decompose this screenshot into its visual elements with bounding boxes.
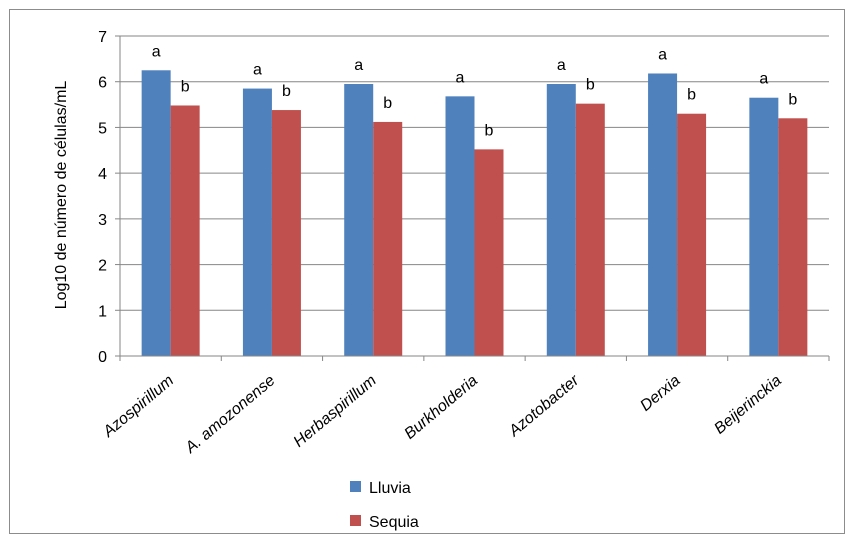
x-category-label: Derxia [637, 372, 683, 415]
significance-label: a [557, 57, 566, 74]
significance-label: a [456, 69, 465, 86]
y-tick-label: 7 [98, 29, 107, 46]
significance-label: b [586, 77, 595, 94]
bar-lluvia [546, 84, 576, 356]
legend-label-sequia: Sequia [369, 514, 419, 531]
y-tick-label: 2 [98, 258, 107, 275]
y-axis-title: Log10 de número de células/mL [53, 81, 70, 310]
legend-swatch-lluvia [350, 481, 361, 492]
significance-label: a [253, 62, 262, 79]
x-category-label: Beijerinckia [711, 372, 785, 438]
bar-sequia [677, 113, 707, 356]
bars [141, 70, 808, 357]
bar-sequia [778, 118, 808, 357]
y-tick-label: 5 [98, 120, 107, 137]
significance-label: b [383, 95, 392, 112]
significance-label: b [687, 87, 696, 104]
axes [115, 35, 830, 361]
bar-sequia [474, 149, 504, 356]
x-category-label: Azotobacter [505, 372, 583, 441]
significance-label: b [485, 122, 494, 139]
legend-swatch-sequia [350, 515, 361, 526]
significance-label: a [759, 71, 768, 88]
bar-sequia [373, 121, 403, 356]
legend-label-lluvia: Lluvia [369, 480, 411, 497]
bar-sequia [575, 103, 605, 357]
bar-sequia [170, 105, 200, 356]
significance-label: a [354, 57, 363, 74]
y-tick-label: 0 [98, 349, 107, 366]
bar-sequia [271, 110, 301, 356]
legend: Lluvia Sequia [350, 480, 419, 531]
y-tick-label: 4 [98, 166, 107, 183]
bar-lluvia [242, 88, 272, 357]
bar-lluvia [648, 73, 678, 356]
y-tick-label: 3 [98, 212, 107, 229]
bar-lluvia [141, 70, 171, 357]
significance-label: a [658, 46, 667, 63]
x-category-label: Herbaspirillum [291, 372, 380, 451]
bar-lluvia [445, 96, 475, 356]
x-category-label: Azospirillum [99, 372, 177, 441]
y-tick-label: 6 [98, 75, 107, 92]
bar-lluvia [344, 84, 374, 356]
x-category-label: Burkholderia [401, 372, 481, 443]
significance-label: b [181, 78, 190, 95]
significance-label: b [282, 83, 291, 100]
bar-lluvia [749, 97, 779, 356]
x-category-label: A. amozonense [182, 372, 279, 457]
y-tick-label: 1 [98, 303, 107, 320]
significance-label: a [152, 43, 161, 60]
significance-label: b [788, 91, 797, 108]
